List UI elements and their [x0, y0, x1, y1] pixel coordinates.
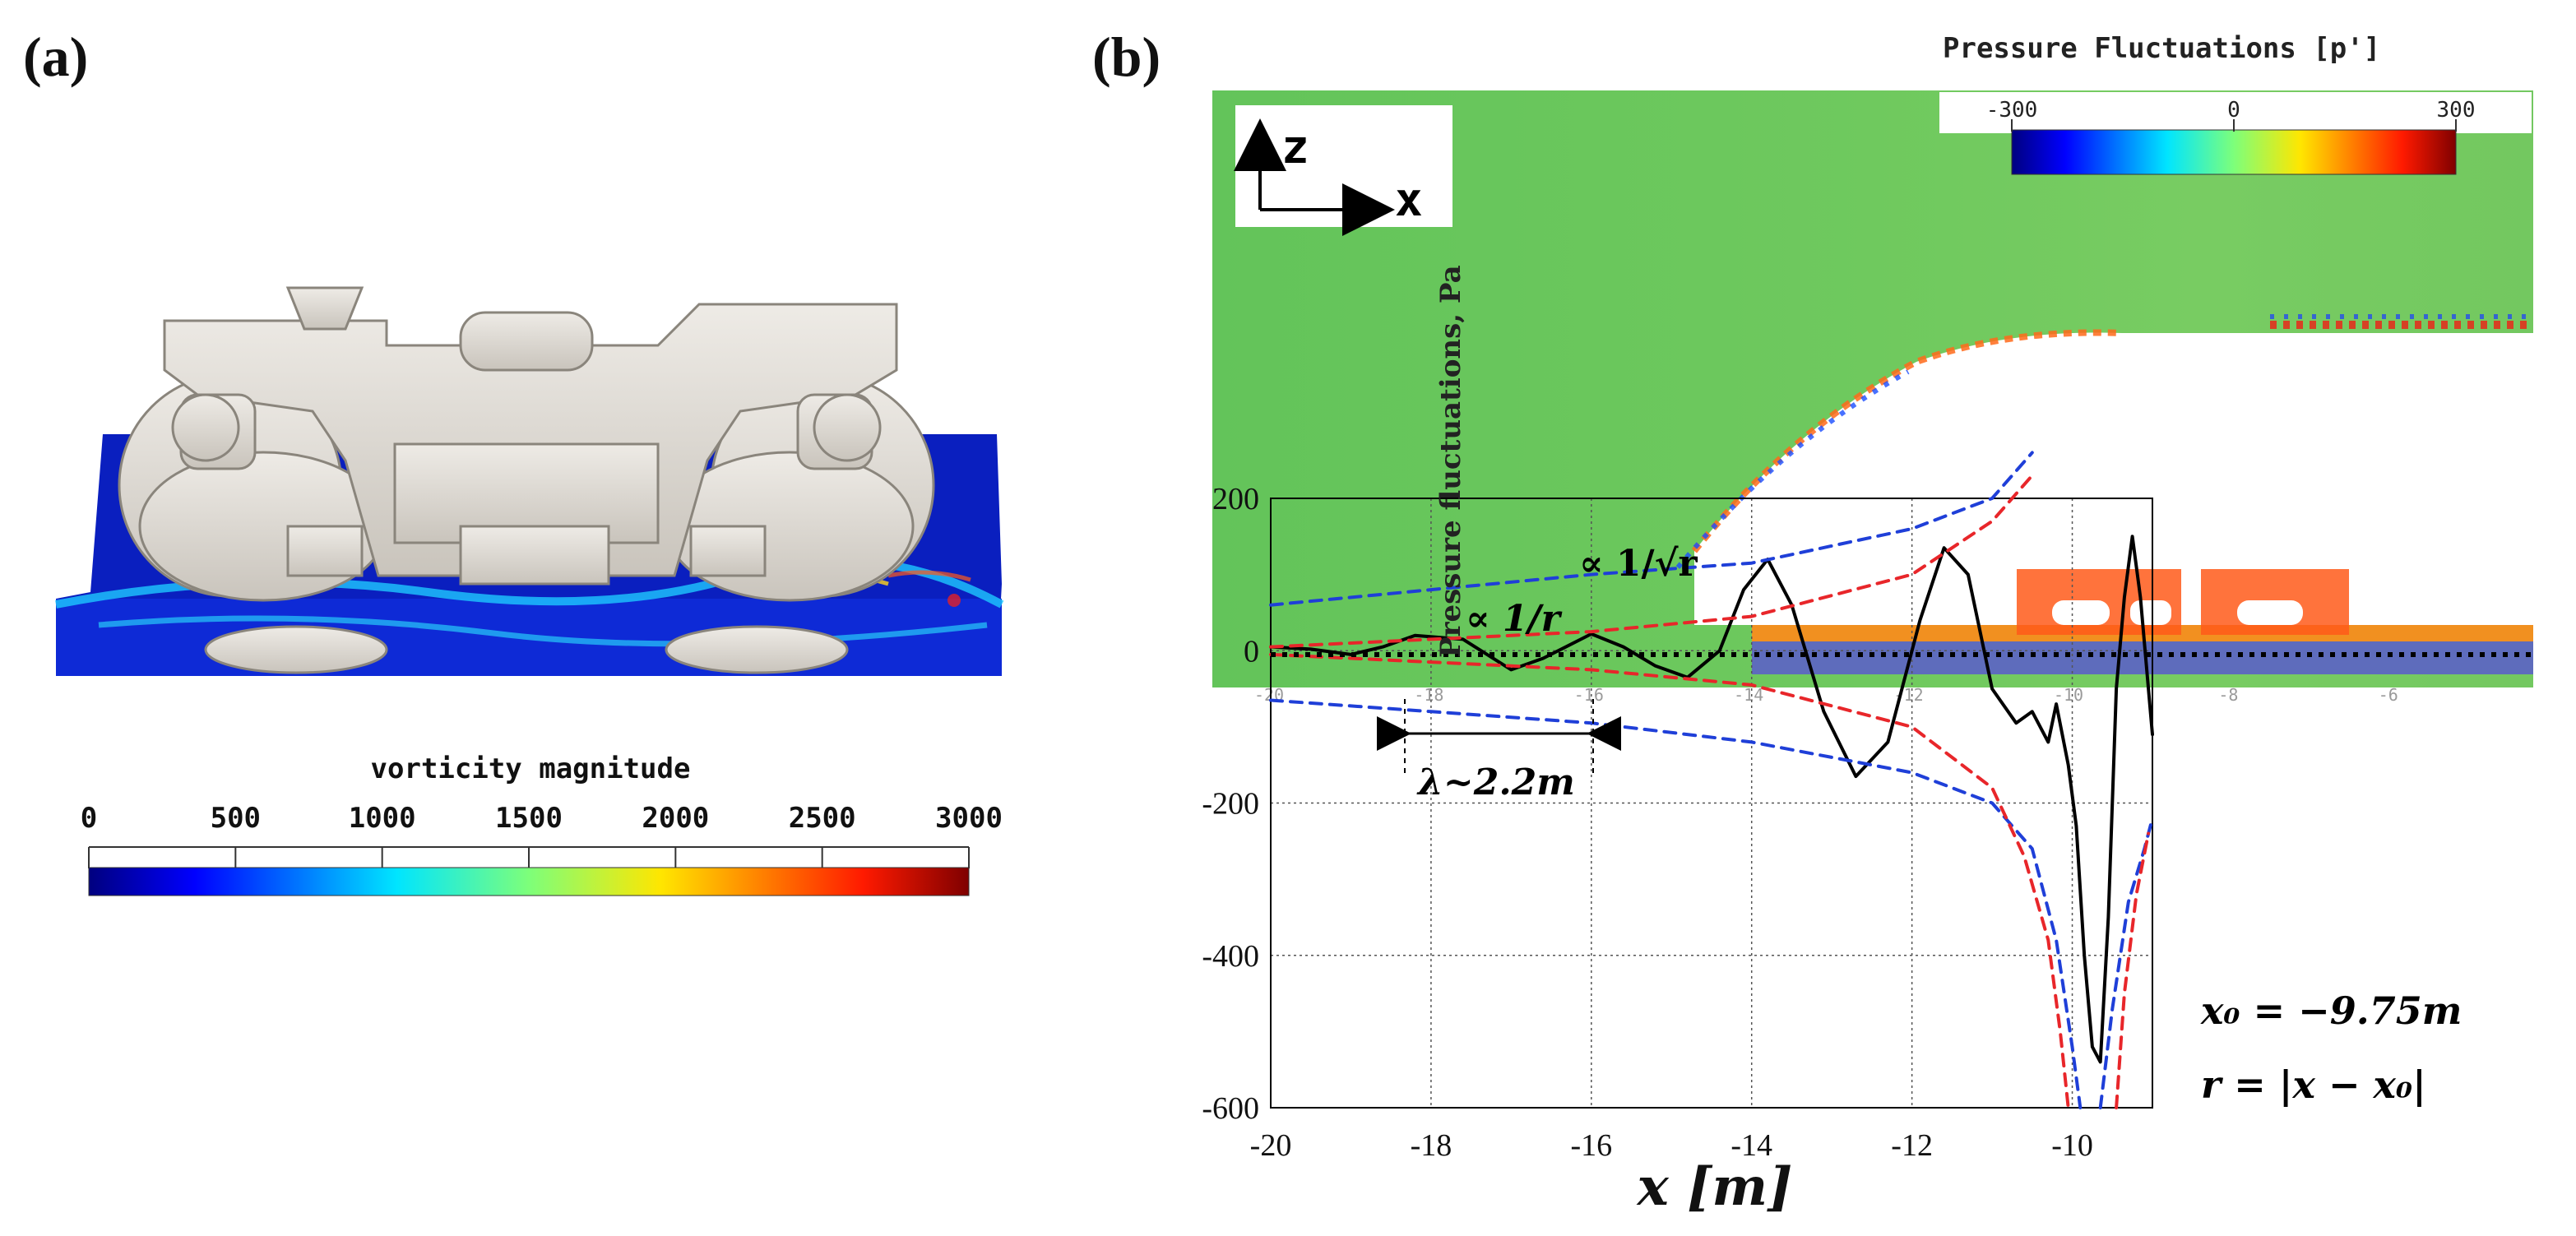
- vorticity-tick-label: 1500: [495, 802, 563, 835]
- pressure-colorbar: [2011, 129, 2457, 175]
- vorticity-colorbar-title: vorticity magnitude: [371, 752, 691, 785]
- envelope-line-6: [2115, 831, 2151, 1109]
- vorticity-tick-label: 2500: [789, 802, 856, 835]
- field-x-tick-label: -18: [1414, 685, 1443, 705]
- x-axis-arrow-label: x: [1395, 174, 1423, 227]
- inv-r-annotation: ∝ 1/r: [1466, 598, 1563, 640]
- field-x-tick-label: -10: [2054, 685, 2083, 705]
- train-bogie: [118, 286, 935, 674]
- chart-frame: [1270, 498, 2153, 1109]
- y-tick-label: 200: [1212, 482, 1259, 516]
- x-tick-label: -12: [1891, 1128, 1933, 1163]
- field-x-tick-label: -14: [1734, 685, 1763, 705]
- y-tick-label: -600: [1202, 1091, 1259, 1126]
- field-x-tick-label: -16: [1574, 685, 1604, 705]
- x-tick-label: -18: [1411, 1128, 1452, 1163]
- pressure-tick-label: 300: [2437, 98, 2476, 123]
- chart-ticks: -20 -18 -16 -14 -12 -10 200 0 -200 -400 -600: [1202, 482, 2093, 1163]
- vorticity-tick-label: 1000: [349, 802, 416, 835]
- vorticity-tick-label: 500: [211, 802, 261, 835]
- vorticity-colorbar-ticks: 0 500 1000 1500 2000 2500 3000: [81, 802, 1003, 868]
- pressure-noise: [1675, 314, 2533, 569]
- envelope-line-3: [2098, 817, 2154, 1109]
- pressure-field-title: Pressure Fluctuations [p']: [1943, 32, 2380, 65]
- x-tick-label: -20: [1250, 1128, 1292, 1163]
- y-tick-label: -200: [1202, 787, 1259, 822]
- panel-a: vorticity magnitude 0 500 1000 1500 2000 2500…: [55, 286, 1004, 896]
- train-body-silhouette: [1694, 332, 2533, 625]
- x0-annotation: x₀ = −9.75m: [2200, 988, 2462, 1033]
- pressure-tick-label: -300: [1986, 98, 2038, 123]
- pressure-fluctuation-line: [1269, 535, 2154, 1064]
- z-axis-label: z: [1281, 121, 1309, 174]
- pressure-colorbar-ticks: -300 0 300: [1986, 98, 2476, 132]
- envelope-line-5: [1269, 652, 2070, 1109]
- envelope-line-1: [1269, 451, 2034, 607]
- x-tick-label: -14: [1730, 1128, 1772, 1163]
- envelope-line-2: [1269, 698, 2083, 1109]
- panel-a-label: (a): [23, 25, 89, 88]
- x-tick-label: -16: [1570, 1128, 1612, 1163]
- vorticity-tick-label: 3000: [935, 802, 1003, 835]
- envelope-line-4: [1269, 474, 2034, 649]
- field-x-ticks: -20 -18 -16 -14 -12 -10 -8 -6: [1254, 685, 2398, 705]
- x-tick-label: -10: [2051, 1128, 2093, 1163]
- vorticity-tick-label: 0: [81, 802, 97, 835]
- x-axis-label: x [m]: [1636, 1156, 1793, 1218]
- panel-b: Pressure Fluctuations [p'] -300 0 300 z x …: [1202, 32, 2533, 1218]
- pressure-colorbar-box: [1939, 92, 2532, 133]
- vorticity-colorbar: [88, 867, 970, 896]
- y-axis-label: Pressure fluctuations, Pa: [1434, 265, 1467, 658]
- r-definition-annotation: r = |x − x₀|: [2201, 1062, 2426, 1107]
- panel-b-label: (b): [1092, 25, 1161, 88]
- field-x-tick-label: -6: [2379, 685, 2398, 705]
- vorticity-tick-label: 2000: [642, 802, 709, 835]
- y-tick-label: -400: [1202, 939, 1259, 974]
- inv-sqrt-r-annotation: ∝ 1/√r: [1579, 543, 1698, 585]
- y-tick-label: 0: [1244, 634, 1259, 669]
- pressure-tick-label: 0: [2227, 98, 2240, 123]
- wavelength-annotation: λ~2.2m: [1416, 762, 1575, 803]
- field-x-tick-label: -8: [2218, 685, 2238, 705]
- chart-grid: [1270, 498, 2153, 1109]
